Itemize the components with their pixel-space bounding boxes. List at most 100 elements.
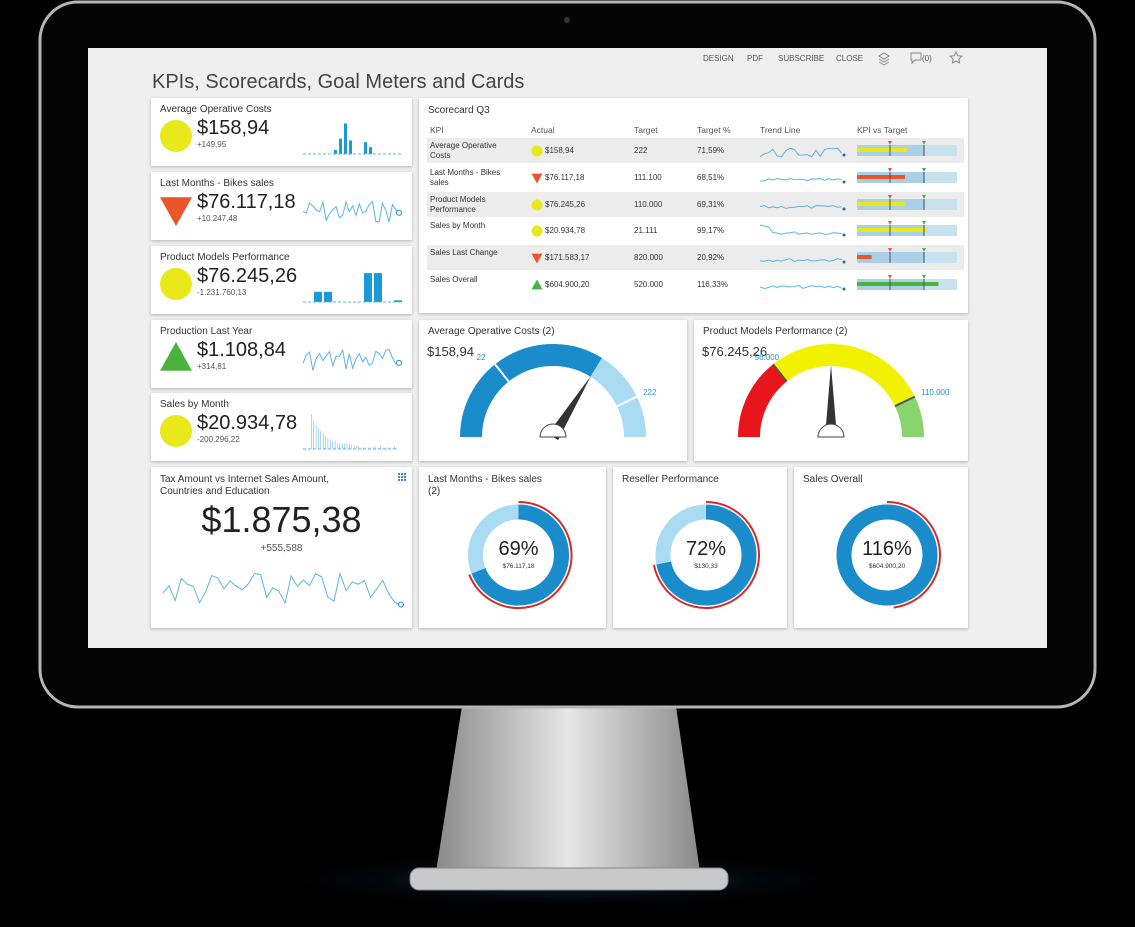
bullet-chart <box>857 275 957 290</box>
trend-line <box>759 285 846 291</box>
kpi-card: Production Last Year $1.108,84 +314,81 <box>151 320 412 388</box>
status-indicator <box>160 415 192 447</box>
spark-bar <box>349 140 352 154</box>
gauge-band <box>590 358 646 438</box>
kpi-card: Product Models Performance $76.245,26 -1.2… <box>151 246 412 314</box>
panel-title: Average Operative Costs (2) <box>428 326 555 337</box>
target: 520.000 <box>634 280 663 289</box>
kpi-card: Last Months - Bikes sales $76.117,18 +10.2… <box>151 172 412 240</box>
card-title: Product Models Performance <box>160 252 290 263</box>
donut-panel: Reseller Performance 72% $130,33 <box>613 467 787 628</box>
bullet-flag <box>922 141 926 145</box>
gauge-band <box>894 396 924 438</box>
scorecard-row: Sales by Month $20.934,78 21.111 99,17% <box>427 218 964 244</box>
column-header: KPI <box>430 125 444 135</box>
card-delta: +10.247,48 <box>197 214 238 223</box>
bullet-bar <box>857 255 872 260</box>
trend-line <box>759 204 846 211</box>
card-title: Last Months - Bikes sales <box>160 178 274 189</box>
actual: $20.934,78 <box>545 226 586 236</box>
actual: $604.900,20 <box>545 280 590 289</box>
icon-dot <box>398 476 400 478</box>
card-delta: +314,81 <box>197 362 227 371</box>
gauge-panel: Product Models Performance (2) $76.245,26… <box>694 320 968 461</box>
donut-amount: $76.117,18 <box>502 563 535 570</box>
card-value: $1.108,84 <box>197 339 286 361</box>
panel-title: Last Months - Bikes sales (2) <box>428 474 542 497</box>
stand-base <box>409 867 729 891</box>
card-sparkline <box>303 123 403 155</box>
gauge-tick <box>494 363 510 383</box>
donut <box>468 501 573 609</box>
donut-percent: 72% <box>685 538 727 560</box>
icon-dot <box>404 473 406 475</box>
donut-panel: Last Months - Bikes sales (2) 69% $76.117,… <box>419 467 606 628</box>
bullet-flag <box>888 221 892 226</box>
panel-title: Product Models Performance (2) <box>703 326 848 337</box>
spark-bar <box>339 138 342 154</box>
donut-amount: $604.900,20 <box>868 563 906 570</box>
bullet-flag <box>922 221 926 226</box>
column-header: Actual <box>531 125 555 135</box>
card-icon <box>160 120 192 152</box>
kpi-name: Product Models Performance <box>430 194 486 214</box>
gauge-range-label: 22 <box>476 352 486 362</box>
bullet-flag <box>888 248 892 253</box>
bullet-flag <box>922 275 926 279</box>
toolbar-button[interactable]: PDF <box>747 54 763 63</box>
target-pct: 99,17% <box>697 226 725 236</box>
spark-bar <box>374 273 382 302</box>
donut-panel: Sales Overall 116% $604.900,20 <box>794 467 968 628</box>
big-value: $1.875,38 <box>201 499 362 540</box>
target: 110.000 <box>634 199 663 209</box>
bullet-flag <box>888 141 892 145</box>
toolbar-button[interactable]: DESIGN <box>703 54 734 63</box>
card-icon <box>160 268 192 300</box>
gauge-needle <box>547 375 591 441</box>
gauge-value: $158,94 <box>427 344 474 359</box>
toolbar-button[interactable]: CLOSE <box>836 54 864 63</box>
status-indicator <box>531 253 543 264</box>
column-header: KPI vs Target <box>857 125 908 135</box>
card-icon <box>160 342 192 371</box>
kpi-name: Average Operative Costs <box>430 141 497 160</box>
scorecard-row: Last Months - Bikes sales $76.117,18 111.1… <box>427 164 964 190</box>
favorite-icon[interactable] <box>949 50 963 64</box>
panel-title: Scorecard Q3 <box>428 105 490 116</box>
trend-end <box>842 233 846 237</box>
card-title: Production Last Year <box>160 326 253 337</box>
trend-sparkline <box>759 258 842 263</box>
trend-end <box>842 260 846 264</box>
trend-line <box>759 177 846 184</box>
trend-sparkline <box>759 285 842 289</box>
icon-dot <box>401 479 403 481</box>
gauge-hub <box>539 423 567 438</box>
card-sparkline <box>302 200 402 223</box>
toolbar-button[interactable]: SUBSCRIBE <box>778 54 825 63</box>
target-pct: 116,33% <box>697 280 728 289</box>
card-title: Sales by Month <box>160 399 229 410</box>
card-title: Average Operative Costs <box>160 104 272 115</box>
icon-dot <box>401 473 403 475</box>
card-sparkline <box>303 414 398 450</box>
bullet-chart <box>857 167 957 183</box>
column-header: Trend Line <box>760 125 801 135</box>
status-indicator <box>531 279 543 290</box>
donut <box>652 501 760 609</box>
donut-arc <box>471 504 569 606</box>
donut-amount: $130,33 <box>694 563 718 570</box>
status-indicator <box>160 120 192 152</box>
gauge-band <box>460 344 603 438</box>
trend-sparkline <box>759 147 843 158</box>
layers-icon[interactable] <box>878 52 890 66</box>
spark-bar <box>364 142 367 154</box>
scorecard-row: Product Models Performance $76.245,26 110.… <box>427 191 964 217</box>
trend-sparkline <box>759 177 842 182</box>
bullet-bar <box>857 228 927 233</box>
target-pct: 20,92% <box>697 253 725 263</box>
toolbar-button[interactable]: (0) <box>922 54 932 63</box>
trend-sparkline <box>759 224 842 236</box>
comments-icon[interactable] <box>910 52 922 65</box>
target: 222 <box>634 146 648 155</box>
